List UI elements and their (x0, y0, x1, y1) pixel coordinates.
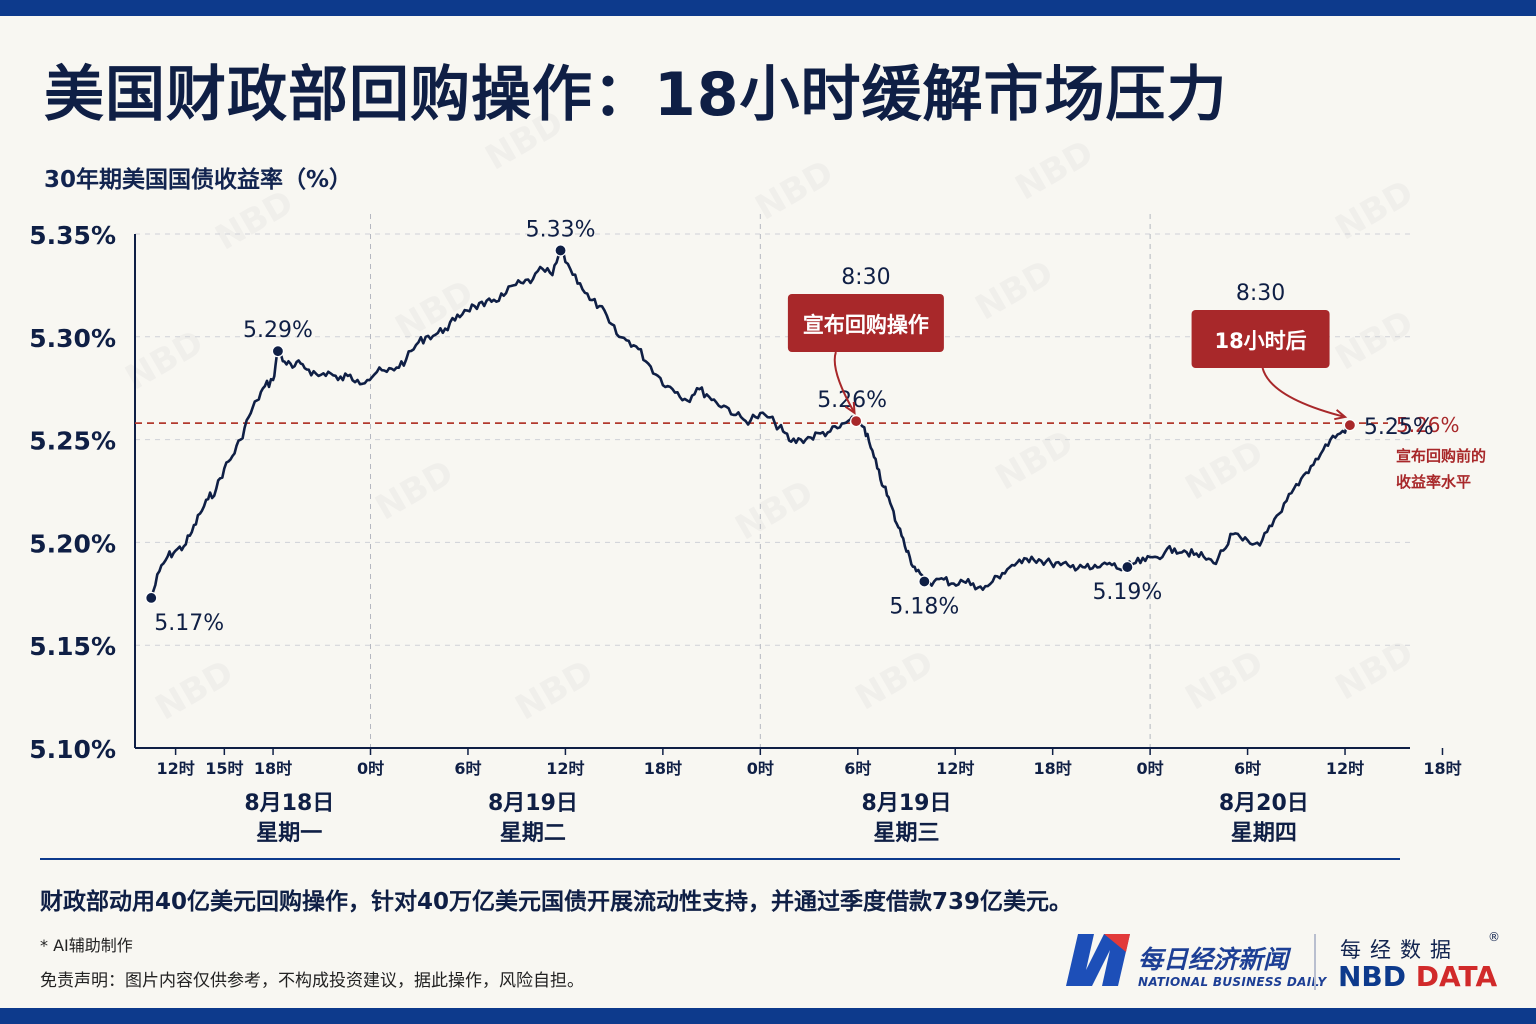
nbd-data-logo-nbd: NBD (1338, 960, 1407, 993)
x-tick-label: 6时 (454, 759, 481, 778)
watermark-text: NBD (149, 653, 241, 729)
top-accent-bar (0, 0, 1536, 16)
ai-note: * AI辅助制作 (40, 936, 133, 955)
y-tick-label: 5.30% (29, 324, 116, 353)
data-point-label: 5.17% (154, 611, 224, 636)
nbd-data-logo-data: DATA (1415, 960, 1498, 993)
data-point-marker (850, 414, 863, 428)
x-tick-label: 12时 (1326, 759, 1364, 778)
y-tick-label: 5.25% (29, 427, 116, 456)
data-point-marker (145, 591, 158, 605)
annotation-arrow (1261, 367, 1346, 418)
summary-text: 财政部动用40亿美元回购操作，针对40万亿美元国债开展流动性支持，并通过季度借款… (40, 889, 1073, 915)
data-point-marker (554, 244, 567, 257)
day-weekday-label: 星期一 (256, 821, 322, 846)
x-tick-label: 6时 (844, 759, 871, 778)
x-tick-label: 18时 (1423, 759, 1461, 778)
watermark-text: NBD (969, 253, 1061, 329)
data-point-marker (271, 345, 285, 358)
data-point-marker (1343, 419, 1357, 432)
day-date-label: 8月20日 (1219, 791, 1309, 816)
data-point-label: 5.19% (1092, 580, 1162, 605)
data-point-marker (1121, 560, 1134, 574)
x-tick-label: 12时 (156, 759, 194, 778)
nbd-data-chinese: 每经数据 (1340, 938, 1460, 962)
watermark-text: NBD (479, 103, 571, 179)
x-tick-label: 0时 (1137, 759, 1164, 778)
day-date-label: 8月18日 (244, 791, 334, 816)
x-tick-label: 0时 (357, 759, 384, 778)
brand-chinese-name: 每日经济新闻 (1138, 945, 1289, 974)
yield-line-chart: NBD NBD NBD NBD NBD NBD NBD NBD NBD NBD NBD NBD NBD N… (29, 103, 1486, 846)
yield-series-line (149, 249, 1351, 599)
reference-note-line1: 宣布回购前的 (1396, 447, 1486, 465)
data-point-label: 5.33% (526, 217, 596, 242)
page-title: 美国财政部回购操作：18小时缓解市场压力 (44, 60, 1228, 130)
reference-value-label: 5.26% (1396, 413, 1460, 437)
watermark-text: NBD (729, 473, 821, 549)
annotation-label: 宣布回购操作 (803, 313, 929, 337)
x-tick-label: 18时 (254, 759, 292, 778)
footer-divider (40, 858, 1400, 860)
registered-mark: ® (1488, 930, 1500, 944)
data-point-label: 5.29% (243, 318, 313, 343)
bottom-accent-bar (0, 1008, 1536, 1024)
data-point-label: 5.18% (889, 594, 959, 619)
brand-english-name: NATIONAL BUSINESS DAILY (1138, 975, 1327, 989)
watermark-text: NBD (1329, 633, 1421, 709)
watermark-text: NBD (509, 653, 601, 729)
nbd-data-logo: NBD DATA (1338, 960, 1497, 993)
reference-note-line2: 收益率水平 (1396, 473, 1471, 491)
watermark-text: NBD (1179, 643, 1271, 719)
y-tick-label: 5.20% (29, 529, 116, 558)
watermark-text: NBD (209, 183, 301, 259)
annotation-label: 18小时后 (1214, 329, 1306, 353)
annotation-box (787, 294, 944, 352)
watermark-text: NBD (1009, 133, 1101, 209)
y-axis-title: 30年期美国国债收益率（%） (44, 167, 353, 193)
x-tick-label: 0时 (747, 759, 774, 778)
watermark-text: NBD (749, 153, 841, 229)
y-tick-label: 5.10% (29, 735, 116, 764)
watermark-text: NBD (989, 423, 1081, 499)
data-point-marker (918, 575, 931, 588)
x-tick-label: 18时 (1034, 759, 1072, 778)
day-date-label: 8月19日 (488, 791, 578, 816)
annotation-arrowhead (844, 401, 856, 415)
nbd-logo-icon (1066, 934, 1130, 986)
disclaimer: 免责声明：图片内容仅供参考，不构成投资建议，据此操作，风险自担。 (40, 971, 584, 991)
brand-divider (1314, 934, 1316, 990)
y-tick-label: 5.35% (29, 221, 116, 250)
watermark-text: NBD (849, 643, 941, 719)
y-tick-label: 5.15% (29, 632, 116, 661)
annotation-box (1191, 310, 1330, 368)
x-tick-label: 12时 (546, 759, 584, 778)
watermark-text: NBD (1329, 173, 1421, 249)
x-tick-label: 6时 (1234, 759, 1261, 778)
x-tick-label: 15时 (205, 759, 243, 778)
annotation-arrow (833, 351, 856, 414)
day-weekday-label: 星期三 (873, 821, 939, 846)
annotation-arrowhead (1334, 409, 1348, 421)
day-weekday-label: 星期二 (500, 821, 566, 846)
annotation-time: 8:30 (841, 265, 890, 290)
watermark-text: NBD (1179, 433, 1271, 509)
day-weekday-label: 星期四 (1231, 821, 1297, 846)
x-tick-label: 12时 (936, 759, 974, 778)
day-date-label: 8月19日 (862, 791, 952, 816)
data-point-label: 5.25% (1364, 415, 1434, 440)
x-tick-label: 18时 (644, 759, 682, 778)
watermark-text: NBD (1329, 303, 1421, 379)
watermark-text: NBD (119, 323, 211, 399)
annotation-time: 8:30 (1236, 281, 1285, 306)
watermark-text: NBD (369, 453, 461, 529)
